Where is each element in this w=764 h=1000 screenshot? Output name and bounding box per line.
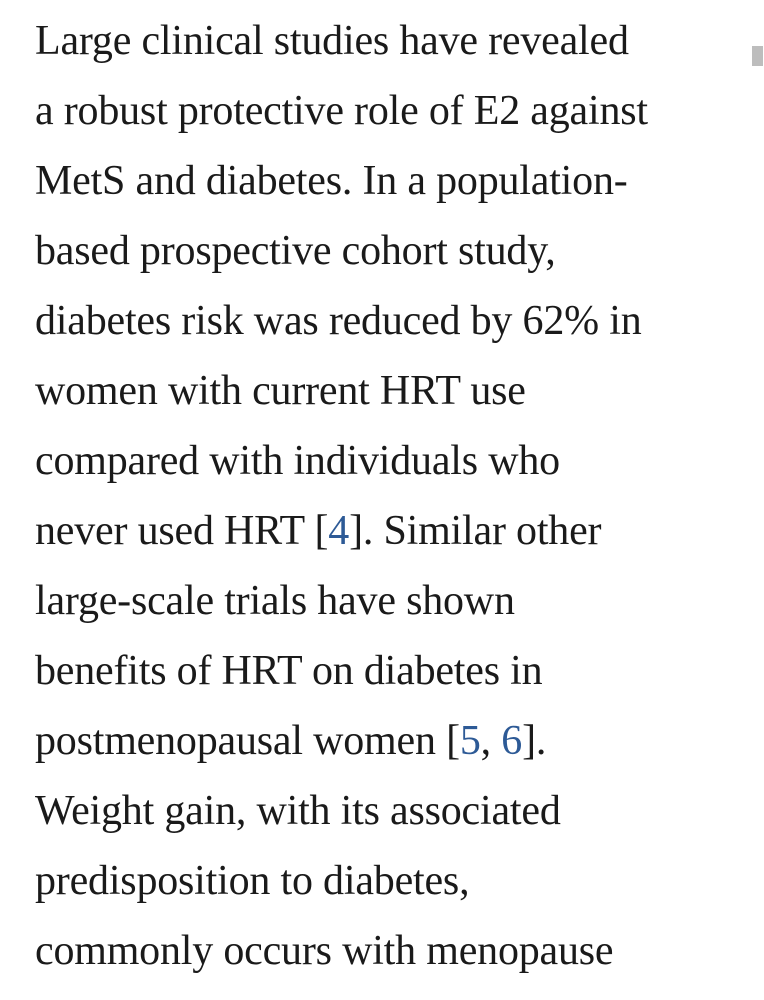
paragraph-line: a robust protective role of E2 against <box>35 76 750 146</box>
text-run: Large clinical studies have revealed <box>35 18 629 64</box>
paragraph-line: women with current HRT use <box>35 356 750 426</box>
paragraph-line: compared with individuals who <box>35 426 750 496</box>
paragraph-line: Large clinical studies have revealed <box>35 6 750 76</box>
paragraph-line: based prospective cohort study, <box>35 216 750 286</box>
text-run: based prospective cohort study, <box>35 228 556 274</box>
paragraph-line: predisposition to diabetes, <box>35 846 750 916</box>
text-run: commonly occurs with menopause <box>35 928 614 974</box>
text-run: a robust protective role of E2 against <box>35 88 648 134</box>
text-run: benefits of HRT on diabetes in <box>35 648 543 694</box>
text-run: predisposition to diabetes, <box>35 858 470 904</box>
paper-paragraph: Large clinical studies have revealed a r… <box>35 6 750 986</box>
paragraph-line: Weight gain, with its associated <box>35 776 750 846</box>
text-run: never used HRT [ <box>35 508 329 554</box>
text-run: diabetes risk was reduced by 62% in <box>35 298 642 344</box>
paragraph-line: never used HRT [4]. Similar other <box>35 496 750 566</box>
text-run: large-scale trials have shown <box>35 578 515 624</box>
citation-link-5[interactable]: 5 <box>459 718 481 764</box>
text-run: women with current HRT use <box>35 368 526 414</box>
text-run: Weight gain, with its associated <box>35 788 561 834</box>
text-run: compared with individuals who <box>35 438 560 484</box>
paragraph-line: commonly occurs with menopause <box>35 916 750 986</box>
scrollbar-thumb[interactable] <box>752 46 763 66</box>
text-run: , <box>480 718 502 764</box>
paragraph-line: diabetes risk was reduced by 62% in <box>35 286 750 356</box>
citation-link-4[interactable]: 4 <box>328 508 350 554</box>
citation-link-6[interactable]: 6 <box>501 718 523 764</box>
paragraph-line: postmenopausal women [5, 6]. <box>35 706 750 776</box>
text-run: postmenopausal women [ <box>35 718 460 764</box>
text-run: ]. Similar other <box>349 508 602 554</box>
text-run: MetS and diabetes. In a population- <box>35 158 628 204</box>
text-run: ]. <box>522 718 547 764</box>
paragraph-line: MetS and diabetes. In a population- <box>35 146 750 216</box>
paragraph-line: large-scale trials have shown <box>35 566 750 636</box>
paragraph-line: benefits of HRT on diabetes in <box>35 636 750 706</box>
